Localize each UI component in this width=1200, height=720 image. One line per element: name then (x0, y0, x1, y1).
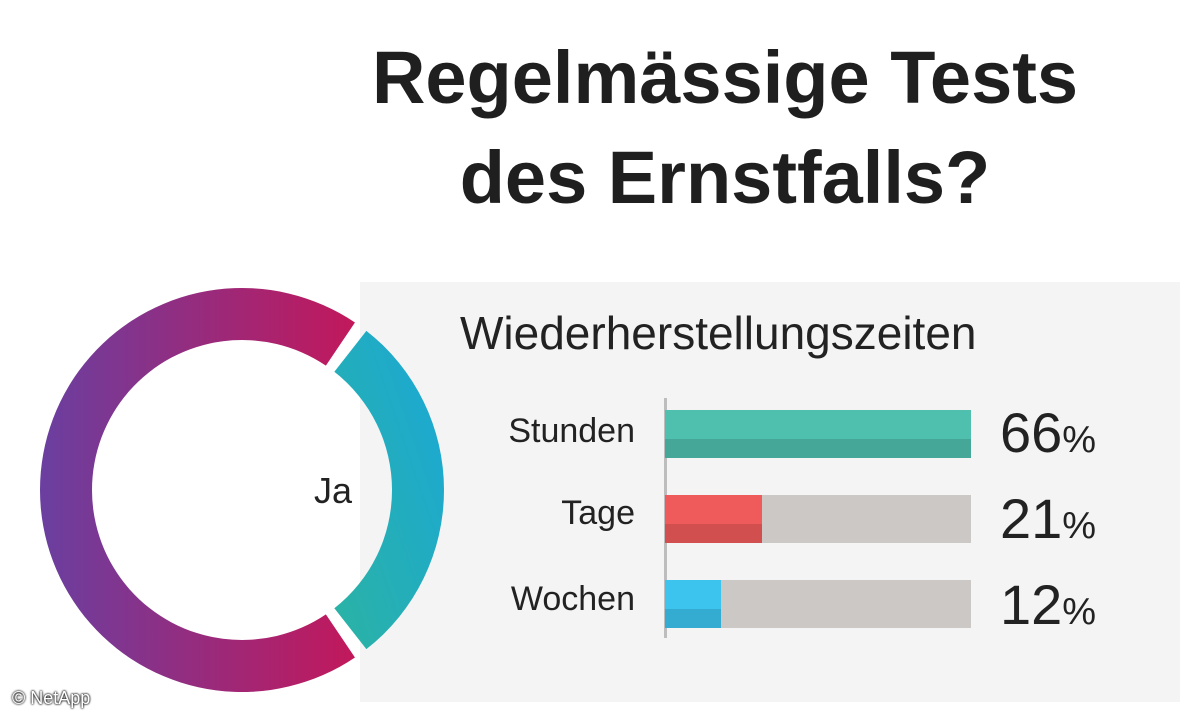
pct-unit-stunden: % (1062, 419, 1097, 461)
pct-unit-tage: % (1062, 505, 1097, 547)
bar-label-wochen: Wochen (510, 580, 635, 618)
bar-wochen (665, 580, 721, 628)
donut-slice-2 (39, 288, 355, 692)
pct-label-stunden: 66% (1000, 400, 1096, 465)
pct-label-tage: 21% (1000, 486, 1096, 551)
bar-label-stunden: Stunden (508, 412, 635, 450)
bar-chart-title: Wiederherstellungszeiten (460, 307, 977, 359)
pct-value-stunden: 66 (1000, 401, 1063, 464)
title-line-1: Regelmässige Tests (371, 36, 1079, 119)
bar-track-stunden (665, 410, 971, 458)
bar-stunden (665, 410, 971, 458)
bar-tage (665, 495, 763, 543)
pct-value-tage: 21 (1000, 487, 1063, 550)
chart-title: Regelmässige Tests des Ernstfalls? (250, 28, 1200, 228)
bar-track-tage (665, 495, 971, 543)
chart-panel (360, 282, 1180, 702)
pct-label-wochen: 12% (1000, 572, 1096, 637)
bar-track-wochen (665, 580, 971, 628)
pct-unit-wochen: % (1062, 591, 1097, 633)
donut-slice-1 (334, 330, 444, 650)
copyright-credit: © NetApp (12, 688, 91, 708)
bar-label-tage: Tage (561, 494, 635, 532)
donut-center-label: Ja (314, 470, 353, 511)
pct-value-wochen: 12 (1000, 573, 1063, 636)
title-line-2: des Ernstfalls? (459, 136, 991, 219)
